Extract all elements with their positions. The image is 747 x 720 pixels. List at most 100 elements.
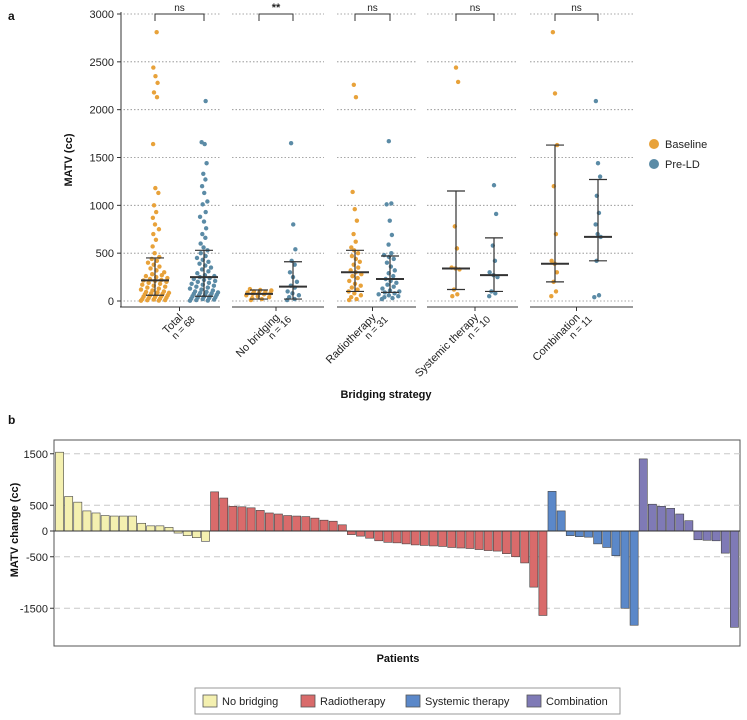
bar-no-bridging bbox=[182, 530, 192, 536]
bar-radiotherapy bbox=[374, 530, 384, 542]
bar-radiotherapy bbox=[438, 530, 447, 547]
baseline-point bbox=[140, 282, 145, 287]
baseline-point bbox=[453, 65, 459, 70]
bar-no-bridging bbox=[119, 515, 128, 532]
bar-systemic-therapy bbox=[547, 491, 557, 532]
legend-combination-label: Combination bbox=[546, 696, 608, 708]
baseline-point bbox=[150, 288, 155, 293]
baseline-point bbox=[154, 29, 159, 35]
baseline-point bbox=[351, 82, 357, 87]
baseline-point bbox=[151, 90, 157, 95]
baseline-point bbox=[162, 270, 167, 275]
baseline-point bbox=[150, 244, 155, 249]
y-tick-label: 2500 bbox=[90, 57, 114, 69]
bar-systemic-therapy bbox=[575, 530, 584, 537]
panel-a-label: a bbox=[8, 9, 15, 23]
preld-point bbox=[384, 260, 390, 265]
bar-systemic-therapy bbox=[611, 530, 621, 557]
baseline-point bbox=[165, 275, 170, 281]
sig-label: ns bbox=[470, 3, 481, 14]
legend-radiotherapy-label: Radiotherapy bbox=[320, 696, 386, 708]
bar-radiotherapy bbox=[292, 515, 302, 532]
baseline-point bbox=[143, 273, 149, 279]
preld-point bbox=[201, 219, 207, 224]
preld-point bbox=[205, 285, 211, 290]
baseline-point bbox=[554, 270, 560, 275]
bar-radiotherapy bbox=[210, 491, 219, 532]
preld-point bbox=[386, 139, 392, 144]
preld-point bbox=[493, 211, 499, 217]
preld-point bbox=[391, 273, 396, 279]
baseline-point bbox=[357, 259, 362, 264]
baseline-point bbox=[266, 294, 272, 300]
preld-point bbox=[202, 190, 207, 196]
preld-point bbox=[198, 250, 203, 256]
bar-radiotherapy bbox=[383, 530, 393, 543]
baseline-point bbox=[153, 73, 158, 79]
preld-point bbox=[206, 280, 212, 286]
baseline-point bbox=[549, 258, 554, 264]
bar-radiotherapy bbox=[474, 530, 484, 550]
bar-radiotherapy bbox=[511, 530, 520, 558]
baseline-point bbox=[151, 203, 157, 208]
baseline-point bbox=[148, 266, 153, 271]
preld-point bbox=[203, 98, 208, 104]
bar-radiotherapy bbox=[310, 517, 320, 532]
baseline-point bbox=[149, 272, 155, 277]
bar-no-bridging bbox=[201, 530, 210, 542]
preld-point bbox=[376, 292, 381, 297]
bar-combination bbox=[657, 505, 666, 532]
panel-b-plot: 1500 500 0 -500 -1500 bbox=[20, 439, 741, 647]
baseline-point bbox=[162, 284, 168, 289]
preld-point bbox=[389, 250, 394, 256]
bar-radiotherapy bbox=[255, 510, 265, 532]
baseline-point bbox=[154, 95, 160, 100]
preld-point bbox=[286, 294, 292, 300]
bar-combination bbox=[666, 508, 675, 532]
bar-radiotherapy bbox=[502, 530, 511, 554]
baseline-point bbox=[146, 280, 151, 286]
bar-no-bridging bbox=[73, 501, 83, 532]
baseline-point bbox=[352, 206, 357, 212]
y-tick-label: 1500 bbox=[24, 449, 48, 461]
legend-combination-swatch bbox=[526, 694, 542, 708]
preld-point bbox=[199, 139, 204, 145]
y-tick-label: 1000 bbox=[90, 200, 114, 212]
bar-radiotherapy bbox=[392, 530, 402, 544]
baseline-point bbox=[151, 231, 156, 237]
baseline-point bbox=[455, 292, 460, 297]
preld-point bbox=[211, 283, 217, 288]
preld-point bbox=[200, 231, 205, 237]
baseline-point bbox=[269, 288, 274, 293]
bar-systemic-therapy bbox=[556, 510, 566, 532]
bar-radiotherapy bbox=[283, 515, 292, 532]
preld-point bbox=[391, 284, 396, 289]
baseline-point bbox=[157, 281, 163, 286]
preld-point bbox=[390, 295, 395, 301]
baseline-point bbox=[152, 250, 157, 256]
preld-point bbox=[285, 289, 290, 294]
bar-systemic-therapy bbox=[620, 530, 630, 609]
preld-point bbox=[203, 209, 208, 215]
bar-radiotherapy bbox=[419, 530, 429, 546]
preld-point bbox=[187, 286, 193, 291]
bar-radiotherapy bbox=[356, 530, 365, 537]
bar-radiotherapy bbox=[492, 530, 502, 552]
y-tick-label: 2000 bbox=[90, 105, 114, 117]
baseline-point bbox=[355, 287, 360, 292]
sig-label: ns bbox=[571, 3, 582, 14]
panel-b-legend: No bridging Radiotherapy Systemic therap… bbox=[194, 687, 621, 715]
preld-point bbox=[204, 161, 209, 166]
preld-point bbox=[210, 288, 216, 293]
baseline-point bbox=[349, 245, 354, 250]
bar-radiotherapy bbox=[520, 530, 530, 564]
preld-point bbox=[197, 261, 202, 266]
bar-no-bridging bbox=[55, 451, 64, 532]
bar-radiotherapy bbox=[429, 530, 438, 547]
baseline-point bbox=[349, 285, 355, 290]
preld-point bbox=[592, 294, 597, 300]
bar-no-bridging bbox=[82, 510, 92, 532]
baseline-point bbox=[353, 256, 359, 262]
baseline-point bbox=[455, 79, 461, 85]
